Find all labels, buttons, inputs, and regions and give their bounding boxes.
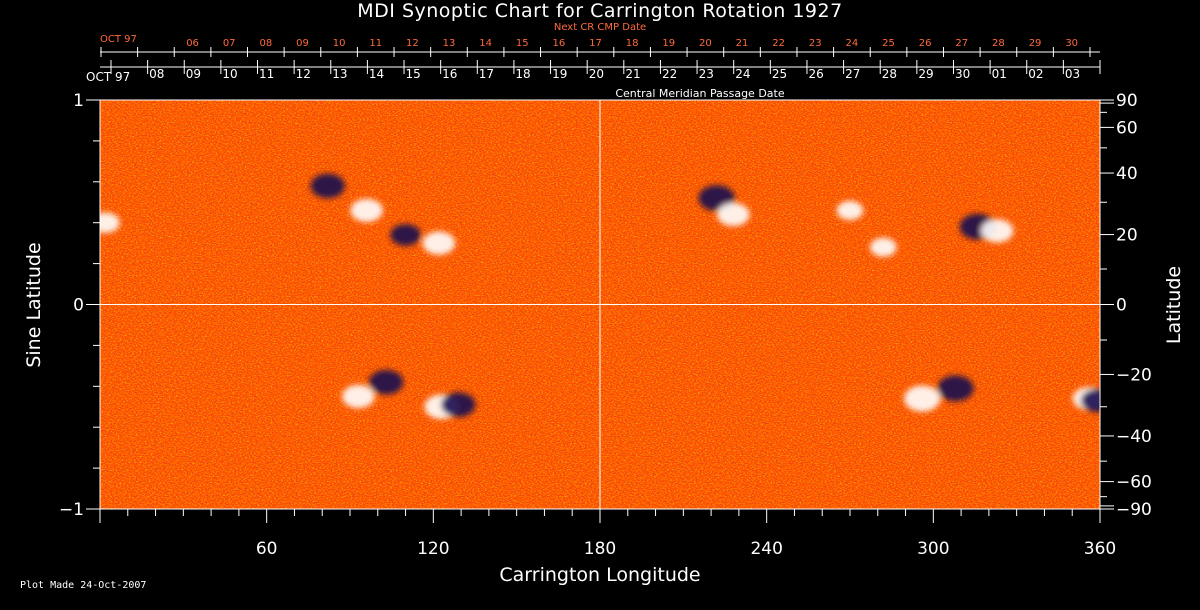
- next-cr-date-label: 16: [552, 38, 565, 49]
- positive-polarity-region: [717, 202, 750, 227]
- x-tick-label: 300: [917, 539, 949, 559]
- next-cr-date-label: 25: [882, 38, 895, 49]
- cmp-axis-label: Central Meridian Passage Date: [615, 87, 785, 100]
- latitude-tick-label: 20: [1116, 226, 1138, 246]
- cmp-date-label: 25: [772, 67, 787, 81]
- positive-polarity-region: [100, 212, 120, 233]
- next-cr-date-label: 08: [259, 38, 272, 49]
- cmp-date-label: 27: [845, 67, 860, 81]
- cmp-date-label: 24: [735, 67, 750, 81]
- cmp-date-label: 08: [149, 67, 164, 81]
- latitude-tick-label: 60: [1116, 118, 1138, 138]
- next-cr-date-label: 27: [955, 38, 968, 49]
- x-tick-label: 120: [417, 539, 449, 559]
- positive-polarity-region: [836, 200, 864, 220]
- cmp-date-label: 21: [625, 67, 640, 81]
- latitude-tick-label: 90: [1116, 91, 1138, 111]
- cmp-date-label: 13: [332, 67, 347, 81]
- next-cr-date-label: 20: [699, 38, 712, 49]
- cmp-date-label: 18: [515, 67, 530, 81]
- cmp-date-label: 03: [1065, 67, 1080, 81]
- next-cr-date-label: 26: [919, 38, 932, 49]
- cmp-date-label: 26: [808, 67, 823, 81]
- next-cr-date-label: 09: [296, 38, 309, 49]
- cmp-date-label: 11: [259, 67, 274, 81]
- y2-axis-label: Latitude: [1163, 265, 1185, 345]
- next-cr-date-label: 22: [772, 38, 785, 49]
- next-cr-date-label: 13: [443, 38, 456, 49]
- x-axis-label: Carrington Longitude: [499, 564, 701, 586]
- latitude-tick-label: −60: [1116, 473, 1152, 493]
- y-tick-label: 0: [73, 296, 84, 316]
- cmp-date-label: 12: [296, 67, 311, 81]
- positive-polarity-region: [980, 219, 1014, 243]
- negative-polarity-region: [368, 369, 404, 395]
- x-tick-label: 60: [256, 539, 278, 559]
- next-cr-date-label: 18: [626, 38, 639, 49]
- next-cr-axis-label: Next CR CMP Date: [553, 22, 647, 33]
- next-cr-date-label: 12: [406, 38, 419, 49]
- latitude-tick-label: −20: [1116, 365, 1152, 385]
- x-tick-label: 360: [1084, 539, 1116, 559]
- cmp-date-label: 28: [882, 67, 897, 81]
- positive-polarity-region: [342, 384, 375, 409]
- latitude-tick-label: −90: [1116, 500, 1152, 520]
- negative-polarity-region: [1080, 389, 1100, 413]
- next-cr-date-label: 30: [1065, 38, 1078, 49]
- cmp-date-label: 30: [955, 67, 970, 81]
- next-cr-date-label: 15: [516, 38, 529, 49]
- next-cr-date-label: 06: [186, 38, 199, 49]
- cmp-date-label: 10: [222, 67, 237, 81]
- next-cr-date-label: 17: [589, 38, 602, 49]
- next-cr-date-label: 21: [736, 38, 749, 49]
- next-cr-date-label: 23: [809, 38, 822, 49]
- next-cr-date-label: 10: [333, 38, 346, 49]
- y-tick-label: −1: [59, 500, 84, 520]
- negative-polarity-region: [390, 224, 421, 246]
- latitude-tick-label: −40: [1116, 427, 1152, 447]
- cmp-date-label: 20: [589, 67, 604, 81]
- positive-polarity-region: [870, 237, 897, 257]
- cmp-date-label: 15: [406, 67, 421, 81]
- cmp-date-label: 29: [918, 67, 933, 81]
- cmp-date-label: 14: [369, 67, 384, 81]
- next-cr-date-label: 24: [846, 38, 859, 49]
- cmp-date-label: 01: [992, 67, 1007, 81]
- positive-polarity-region: [422, 231, 456, 255]
- cmp-date-label: 09: [186, 67, 201, 81]
- cmp-date-label: 23: [699, 67, 714, 81]
- cmp-date-label: 02: [1028, 67, 1043, 81]
- chart-title: MDI Synoptic Chart for Carrington Rotati…: [357, 0, 843, 22]
- y-tick-label: 1: [73, 91, 84, 111]
- next-cr-date-label: 28: [992, 38, 1005, 49]
- positive-polarity-region: [350, 198, 383, 223]
- x-tick-label: 180: [584, 539, 616, 559]
- latitude-tick-label: 0: [1116, 296, 1127, 316]
- next-cr-date-label: 14: [479, 38, 492, 49]
- positive-polarity-region: [904, 385, 941, 412]
- next-cr-date-label: 29: [1029, 38, 1042, 49]
- cmp-date-label: 22: [662, 67, 677, 81]
- negative-polarity-region: [441, 392, 476, 418]
- next-cr-date-label: 19: [662, 38, 675, 49]
- y-axis-label: Sine Latitude: [23, 242, 45, 368]
- negative-polarity-region: [310, 173, 345, 199]
- next-cr-month-label: OCT 97: [100, 34, 137, 45]
- negative-polarity-region: [937, 375, 974, 402]
- cmp-date-label: 16: [442, 67, 457, 81]
- x-tick-label: 240: [750, 539, 782, 559]
- cmp-date-label: 17: [479, 67, 494, 81]
- cmp-month-label: OCT 97: [86, 70, 130, 84]
- next-cr-date-label: 11: [369, 38, 382, 49]
- cmp-date-label: 19: [552, 67, 567, 81]
- plot-made-footer: Plot Made 24-Oct-2007: [20, 580, 147, 591]
- latitude-tick-label: 40: [1116, 164, 1138, 184]
- next-cr-date-label: 07: [223, 38, 236, 49]
